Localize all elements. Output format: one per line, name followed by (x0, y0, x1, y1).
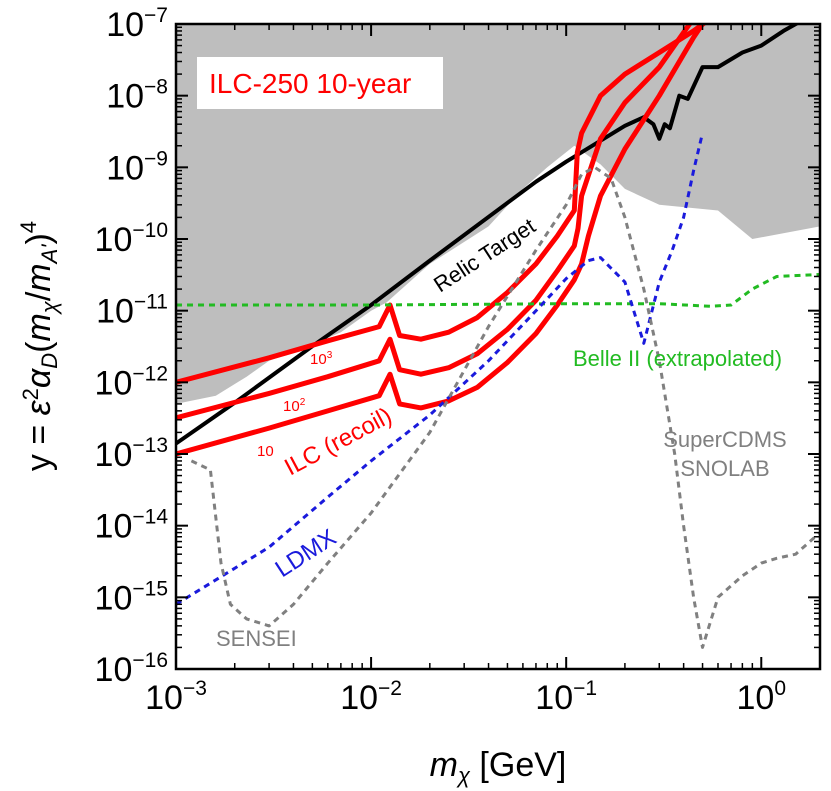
regions-layer (176, 24, 820, 404)
series-relic-target (176, 24, 800, 446)
label-1e3: 103 (310, 350, 333, 368)
y-tick-label: 10−10 (95, 219, 168, 259)
tick-labels-layer: 10−3 10−2 10−1 100 10−16 10−15 10−14 10−13 10−12… (95, 4, 786, 717)
legend-box (197, 57, 443, 109)
series-layer (176, 24, 820, 649)
y-tick-label: 10−8 (106, 76, 168, 116)
legend-title: ILC-250 10-year (209, 68, 411, 99)
series-ilc-recoil-10-3 (176, 24, 708, 385)
supercdms-label-line1: SuperCDMS (663, 427, 786, 452)
label-10: 10 (257, 443, 274, 460)
plot-area (176, 24, 820, 649)
sensei-label: SENSEI (216, 626, 297, 651)
series-ilc-recoil-10-2 (176, 24, 693, 421)
belle-label: Belle II (extrapolated) (573, 346, 782, 371)
y-tick-label: 10−11 (96, 291, 168, 331)
y-axis-label: y = ε2αD(mχ/mA')4 (16, 221, 62, 471)
series-ldmx (176, 132, 704, 606)
x-tick-label: 100 (737, 677, 787, 717)
x-axis-label: mχ [GeV] (430, 746, 567, 788)
x-tick-label: 10−1 (535, 677, 597, 717)
plot-frame (174, 22, 822, 671)
x-tick-label: 10−3 (145, 677, 207, 717)
x-tick-label: 10−2 (340, 677, 402, 717)
label-1e2: 102 (283, 397, 306, 415)
y-tick-label: 10−15 (95, 577, 168, 617)
series-ilc-recoil-10 (176, 24, 705, 457)
y-tick-label: 10−12 (95, 362, 168, 402)
supercdms-label-line2: SNOLAB (680, 456, 769, 481)
legend: ILC-250 10-year (197, 57, 443, 109)
y-tick-label: 10−14 (95, 506, 169, 546)
region-excluded-existing (176, 24, 820, 404)
y-tick-label: 10−16 (95, 649, 168, 689)
y-tick-label: 10−13 (95, 434, 168, 474)
y-tick-label: 10−9 (106, 147, 168, 187)
y-tick-label: 10−7 (106, 4, 168, 44)
